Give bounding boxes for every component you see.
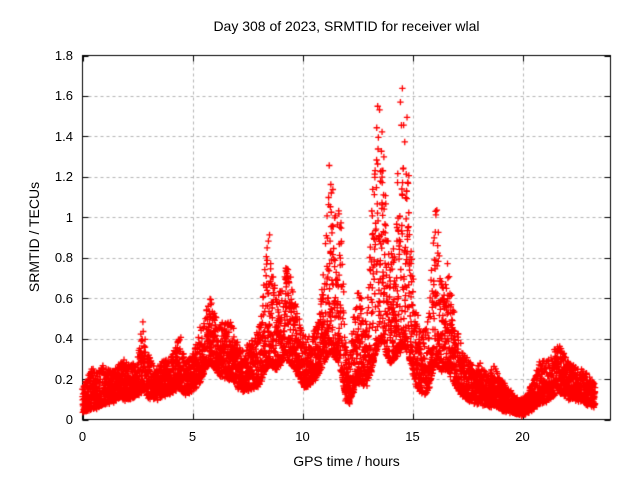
y-tick-label: 1.8: [54, 48, 73, 63]
y-tick-label: 1.2: [54, 169, 73, 185]
y-tick-label: 1.6: [54, 88, 73, 104]
y-tick-label: 0.2: [54, 371, 73, 387]
y-tick-label: 0.4: [54, 331, 73, 347]
y-tick-label: 0: [65, 412, 73, 427]
x-tick-label: 20: [515, 429, 530, 444]
x-tick-label: 10: [295, 429, 310, 444]
x-axis-label: GPS time / hours: [293, 453, 400, 469]
y-tick-label: 1: [65, 209, 73, 225]
y-tick-label: 0.6: [54, 290, 73, 306]
x-tick-label: 15: [405, 429, 420, 444]
y-axis-label: SRMTID / TECUs: [26, 181, 42, 293]
y-tick-label: 0.8: [54, 250, 73, 266]
chart-title: Day 308 of 2023, SRMTID for receiver wla…: [213, 18, 480, 34]
x-tick-label: 5: [188, 429, 197, 444]
y-tick-label: 1.4: [54, 128, 73, 144]
x-tick-label: 0: [78, 429, 87, 444]
